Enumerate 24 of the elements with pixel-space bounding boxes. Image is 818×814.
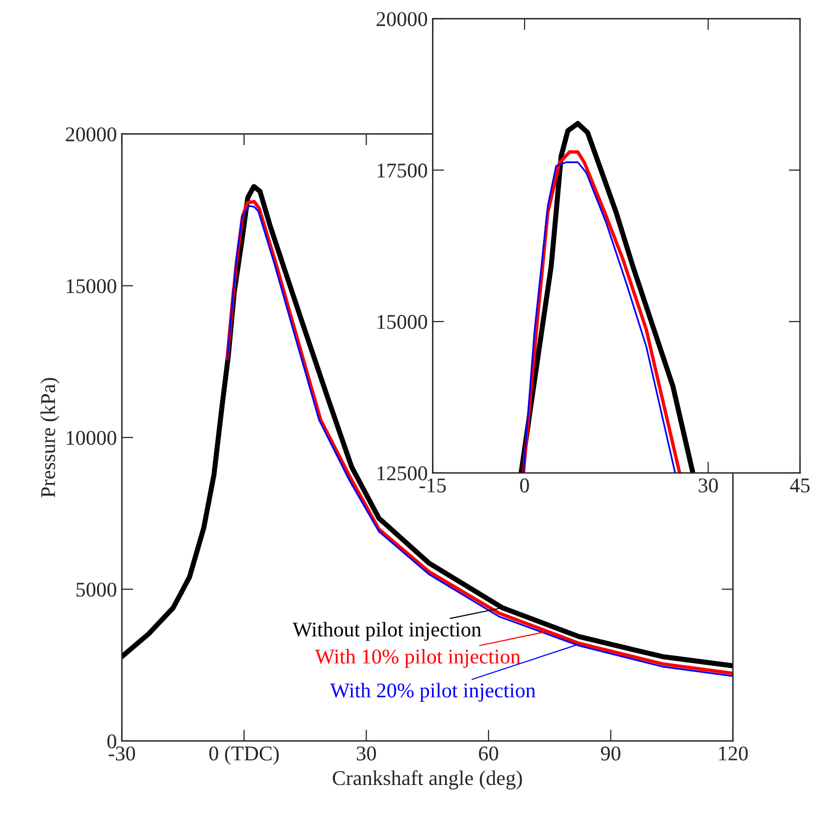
annotation: With 10% pilot injection <box>315 648 520 668</box>
x-tick-label: 0 <box>520 478 529 492</box>
x-tick-label: 45 <box>790 478 810 492</box>
y-tick-label: 15000 <box>66 279 116 294</box>
y-tick-label: 20000 <box>66 127 116 142</box>
y-tick-label: 15000 <box>378 314 428 329</box>
x-tick-label: 60 <box>478 746 498 761</box>
y-axis-title: Pressure (kPa) <box>40 378 60 498</box>
x-tick-label: -15 <box>420 478 446 492</box>
x-tick-label: -30 <box>108 746 135 761</box>
x-tick-label: 90 <box>600 746 620 761</box>
y-tick-label: 17500 <box>378 164 428 178</box>
y-tick-label: 10000 <box>66 430 116 445</box>
x-tick-label: 120 <box>719 746 748 761</box>
annotation: With 20% pilot injection <box>330 682 536 702</box>
x-tick-label: 0 (TDC) <box>209 746 279 765</box>
annotation: Without pilot injection <box>292 622 482 641</box>
y-tick-label: 0 <box>107 734 116 748</box>
y-tick-label: 5000 <box>76 582 116 597</box>
x-axis-title: Crankshaft angle (deg) <box>332 770 522 790</box>
x-tick-label: 30 <box>356 746 376 761</box>
x-tick-label: 30 <box>698 478 718 492</box>
y-tick-label: 20000 <box>376 12 428 26</box>
y-tick-label: 12500 <box>378 466 428 480</box>
